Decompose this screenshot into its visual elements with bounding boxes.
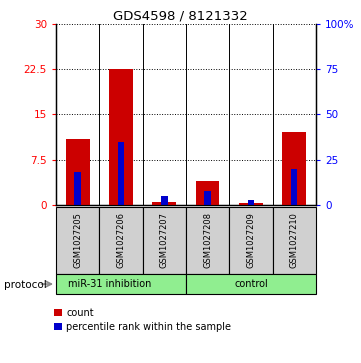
Bar xyxy=(152,202,176,205)
Bar xyxy=(118,142,124,205)
Bar xyxy=(282,132,306,205)
Bar xyxy=(161,196,168,205)
Bar xyxy=(56,207,99,274)
Text: GSM1027205: GSM1027205 xyxy=(73,213,82,268)
Legend: count, percentile rank within the sample: count, percentile rank within the sample xyxy=(52,306,233,334)
Text: miR-31 inhibition: miR-31 inhibition xyxy=(69,279,152,289)
Bar xyxy=(143,207,186,274)
Text: protocol: protocol xyxy=(4,280,46,290)
Bar xyxy=(74,172,81,205)
Text: GDS4598 / 8121332: GDS4598 / 8121332 xyxy=(113,9,248,22)
Bar xyxy=(109,69,133,205)
Bar xyxy=(248,200,254,205)
Text: GSM1027209: GSM1027209 xyxy=(247,213,255,268)
Text: GSM1027208: GSM1027208 xyxy=(203,212,212,269)
Bar xyxy=(66,139,90,205)
Text: GSM1027206: GSM1027206 xyxy=(117,212,125,269)
Bar xyxy=(204,191,211,205)
Bar xyxy=(186,207,229,274)
Bar xyxy=(229,207,273,274)
Text: GSM1027207: GSM1027207 xyxy=(160,212,169,269)
Bar xyxy=(196,181,219,205)
Bar xyxy=(239,203,263,205)
Bar xyxy=(186,274,316,294)
Bar xyxy=(56,274,186,294)
Bar xyxy=(99,207,143,274)
Text: GSM1027210: GSM1027210 xyxy=(290,213,299,268)
Bar xyxy=(273,207,316,274)
Text: control: control xyxy=(234,279,268,289)
Bar xyxy=(291,169,297,205)
